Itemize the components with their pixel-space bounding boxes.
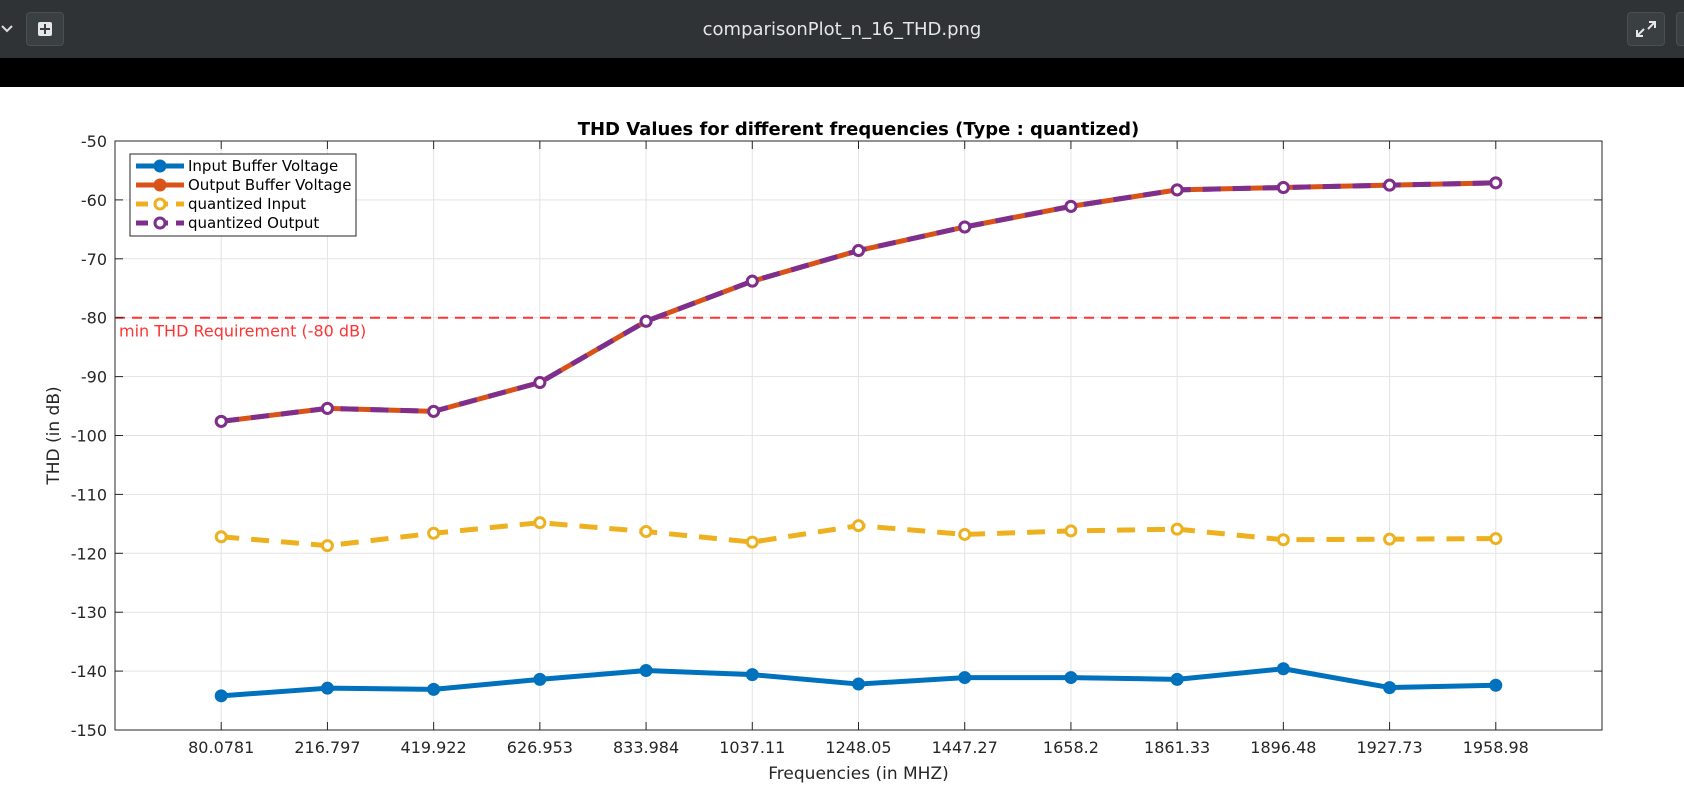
x-tick-label: 1927.73	[1356, 738, 1422, 757]
data-point	[958, 527, 972, 541]
x-tick-label: 1958.98	[1463, 738, 1529, 757]
data-point	[639, 664, 653, 678]
data-point	[1489, 678, 1503, 692]
data-point	[214, 689, 228, 703]
data-point	[1489, 532, 1503, 546]
x-tick-label: 1658.2	[1043, 738, 1099, 757]
data-point	[1064, 524, 1078, 538]
data-point	[745, 274, 759, 288]
legend-label: quantized Input	[188, 195, 306, 213]
window-title: comparisonPlot_n_16_THD.png	[702, 19, 982, 40]
legend-marker	[153, 216, 167, 230]
data-point	[427, 526, 441, 540]
data-point	[639, 314, 653, 328]
y-tick-label: -140	[71, 662, 107, 681]
x-tick-label: 1447.27	[932, 738, 998, 757]
fullscreen-icon	[1636, 21, 1656, 37]
y-tick-label: -150	[71, 721, 107, 740]
thd-chart: min THD Requirement (-80 dB) -50 -60 -70 -8…	[44, 119, 1603, 784]
data-point	[533, 516, 547, 530]
x-tick-label: 1037.11	[719, 738, 785, 757]
data-point	[958, 671, 972, 685]
data-point	[1383, 681, 1397, 695]
y-tick-label: -120	[71, 544, 107, 563]
new-tab-button[interactable]	[26, 12, 64, 46]
y-tick-label: -80	[81, 309, 107, 328]
data-point	[639, 525, 653, 539]
chevron-down-icon	[1, 25, 13, 33]
y-tick-label: -110	[71, 485, 107, 504]
y-tick-label: -70	[81, 250, 107, 269]
data-point	[1170, 672, 1184, 686]
toolbar-strip	[0, 58, 1684, 87]
fullscreen-button[interactable]	[1627, 12, 1665, 46]
series-group	[214, 176, 1503, 703]
data-point	[320, 681, 334, 695]
data-point	[533, 672, 547, 686]
y-tick-label: -90	[81, 368, 107, 387]
legend-marker	[153, 178, 167, 192]
y-tick-label: -60	[81, 191, 107, 210]
axis-ticks: -50 -60 -70 -80 -90 -100 -110 -120 -130 -140 -150 8…	[71, 132, 1602, 757]
legend-entry: Input Buffer Voltage	[136, 157, 338, 175]
data-point	[427, 404, 441, 418]
data-point	[745, 535, 759, 549]
y-tick-label: -50	[81, 132, 107, 151]
data-point	[320, 401, 334, 415]
data-point	[1170, 522, 1184, 536]
data-point	[745, 668, 759, 682]
data-point	[852, 244, 865, 258]
data-point	[1064, 671, 1078, 685]
data-point	[852, 677, 865, 691]
data-point	[1170, 183, 1184, 197]
x-tick-label: 1896.48	[1250, 738, 1316, 757]
x-tick-label: 1248.05	[825, 738, 891, 757]
data-point	[1276, 662, 1290, 676]
chart-title: THD Values for different frequencies (Ty…	[578, 119, 1140, 140]
data-point	[1276, 181, 1290, 195]
menu-dropdown-button[interactable]	[0, 14, 16, 44]
legend-entry: quantized Output	[136, 214, 319, 232]
requirement-label: min THD Requirement (-80 dB)	[119, 322, 366, 341]
legend-label: quantized Output	[188, 214, 319, 232]
data-point	[852, 519, 865, 533]
chart-container: min THD Requirement (-80 dB) -50 -60 -70 -8…	[0, 87, 1684, 787]
data-point	[214, 414, 228, 428]
y-tick-label: -130	[71, 603, 107, 622]
legend-label: Input Buffer Voltage	[188, 157, 338, 175]
y-axis-label: THD (in dB)	[44, 386, 64, 485]
x-tick-label: 216.797	[294, 738, 360, 757]
window-menu-button[interactable]	[1676, 12, 1684, 46]
data-point	[533, 375, 547, 389]
data-point	[1064, 199, 1078, 213]
x-tick-label: 833.984	[613, 738, 679, 757]
x-tick-label: 80.0781	[188, 738, 254, 757]
data-point	[427, 682, 441, 696]
series-1	[214, 662, 1503, 703]
x-tick-label: 419.922	[401, 738, 467, 757]
add-icon	[38, 22, 52, 36]
data-point	[1489, 176, 1503, 190]
requirement-line-group: min THD Requirement (-80 dB)	[115, 316, 1602, 341]
legend-entry: quantized Input	[136, 195, 306, 213]
window-titlebar: comparisonPlot_n_16_THD.png	[0, 0, 1684, 59]
y-tick-label: -100	[71, 427, 107, 446]
data-point	[1383, 532, 1397, 546]
data-point	[214, 530, 228, 544]
data-point	[1276, 533, 1290, 547]
data-point	[1383, 178, 1397, 192]
legend-marker	[153, 159, 167, 173]
grid	[115, 140, 1602, 731]
x-tick-label: 626.953	[507, 738, 573, 757]
series-3	[214, 516, 1503, 553]
legend-label: Output Buffer Voltage	[188, 176, 351, 194]
data-point	[958, 220, 972, 234]
legend-entry: Output Buffer Voltage	[136, 176, 351, 194]
series-4	[214, 176, 1503, 428]
x-axis-label: Frequencies (in MHZ)	[768, 764, 948, 784]
legend-marker	[153, 197, 167, 211]
data-point	[320, 539, 334, 553]
x-tick-label: 1861.33	[1144, 738, 1210, 757]
